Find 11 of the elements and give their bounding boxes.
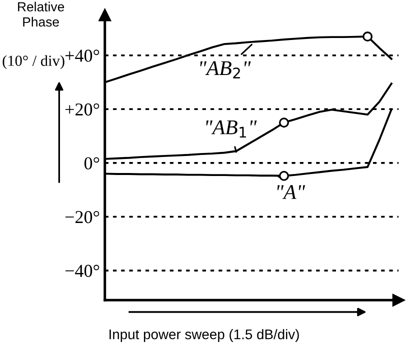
x-axis-title: Input power sweep (1.5 dB/div) xyxy=(110,329,299,342)
y-tick-label: +20° xyxy=(65,103,100,116)
y-tick-label: +40° xyxy=(65,50,100,62)
annotation: "A" xyxy=(277,185,306,199)
y-axis-title: Relative Phase xyxy=(18,2,64,27)
y-tick-label: −20° xyxy=(65,211,100,224)
text: (10° / div) xyxy=(2,55,64,70)
annotation: "AB$_{2}$" xyxy=(200,61,251,78)
y-tick-label: 0° xyxy=(84,157,100,170)
annotation: "AB$_{1}$" xyxy=(206,120,257,138)
y-tick-label: −40° xyxy=(65,264,100,277)
